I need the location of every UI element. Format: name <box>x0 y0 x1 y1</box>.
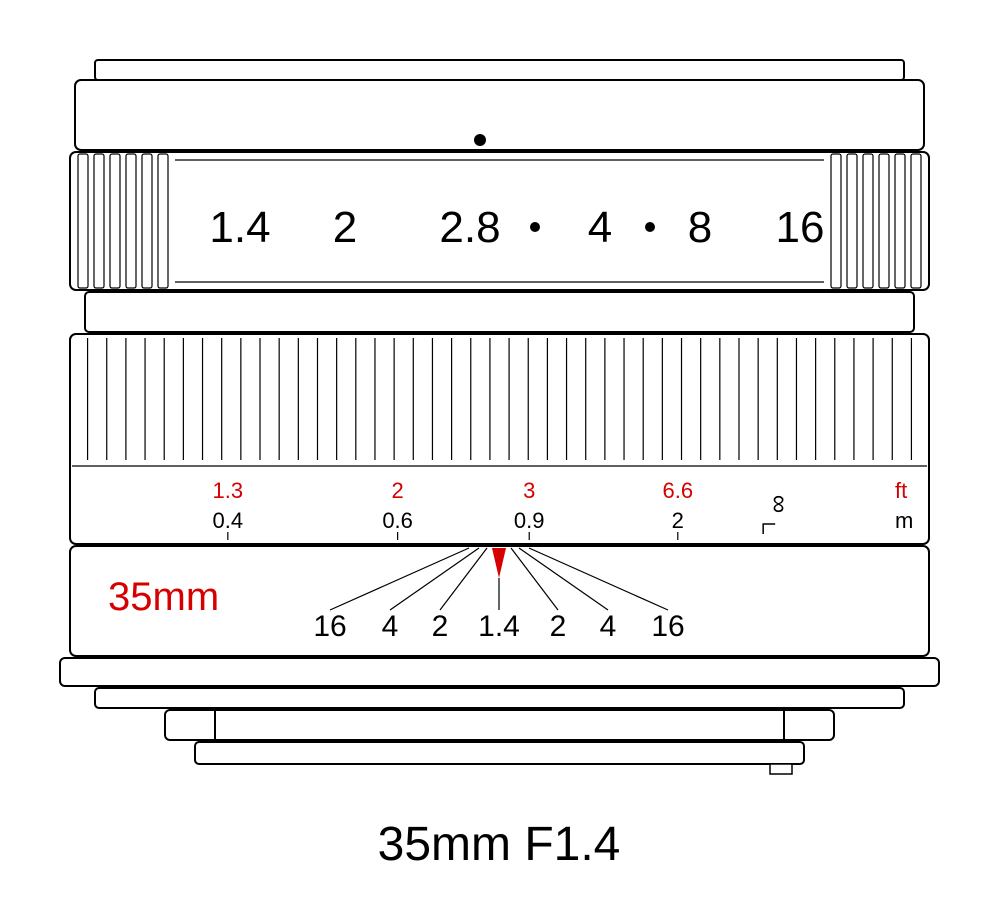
aperture-dot <box>645 222 655 232</box>
distance-infinity: ∞ <box>765 495 795 514</box>
grip-tooth <box>863 154 873 288</box>
unit-ft: ft <box>895 478 907 503</box>
aperture-value: 1.4 <box>209 203 270 252</box>
unit-m: m <box>895 508 913 533</box>
grip-tooth <box>847 154 857 288</box>
distance-m: 0.9 <box>514 508 545 533</box>
lens-top-groove <box>95 60 904 80</box>
dof-value: 16 <box>651 610 684 643</box>
distance-ft: 1.3 <box>213 478 244 503</box>
dof-value: 2 <box>432 610 449 643</box>
grip-tooth <box>142 154 152 288</box>
dof-value: 4 <box>600 610 617 643</box>
aperture-value: 16 <box>776 203 825 252</box>
grip-tooth <box>158 154 168 288</box>
distance-ft: 2 <box>391 478 403 503</box>
aperture-dot <box>530 222 540 232</box>
distance-m: 0.4 <box>213 508 244 533</box>
grip-tooth <box>879 154 889 288</box>
lens-diagram: 1.4 2 2.8 4 8 16 1.3 0.4 2 0.6 3 0.9 6.6 2 ∞ ft m 35mm … <box>60 60 939 871</box>
grip-tooth <box>831 154 841 288</box>
grip-tooth <box>126 154 136 288</box>
distance-m: 0.6 <box>382 508 413 533</box>
mount-flange-2 <box>95 688 904 708</box>
focus-ring <box>70 334 929 544</box>
aperture-value: 8 <box>688 203 712 252</box>
aperture-value: 2.8 <box>439 203 500 252</box>
aperture-value: 4 <box>588 203 612 252</box>
mid-spacer <box>85 292 914 332</box>
dof-value: 4 <box>382 610 399 643</box>
grip-tooth <box>94 154 104 288</box>
mount-inner <box>195 742 804 764</box>
focal-length-label: 35mm <box>108 575 219 619</box>
grip-tooth <box>78 154 88 288</box>
aperture-value: 2 <box>333 203 357 252</box>
dof-center: 1.4 <box>478 610 520 643</box>
mount-flange-1 <box>60 658 939 686</box>
distance-m: 2 <box>672 508 684 533</box>
grip-tooth <box>110 154 120 288</box>
lens-front-ring <box>75 80 924 150</box>
grip-tooth <box>911 154 921 288</box>
aperture-index-dot <box>474 134 486 146</box>
dof-value: 2 <box>550 610 567 643</box>
distance-ft: 6.6 <box>662 478 693 503</box>
diagram-title: 35mm F1.4 <box>378 818 621 871</box>
dof-value: 16 <box>313 610 346 643</box>
mount-notch <box>770 764 792 774</box>
grip-tooth <box>895 154 905 288</box>
distance-ft: 3 <box>523 478 535 503</box>
mount-bayonet-step <box>215 710 784 740</box>
